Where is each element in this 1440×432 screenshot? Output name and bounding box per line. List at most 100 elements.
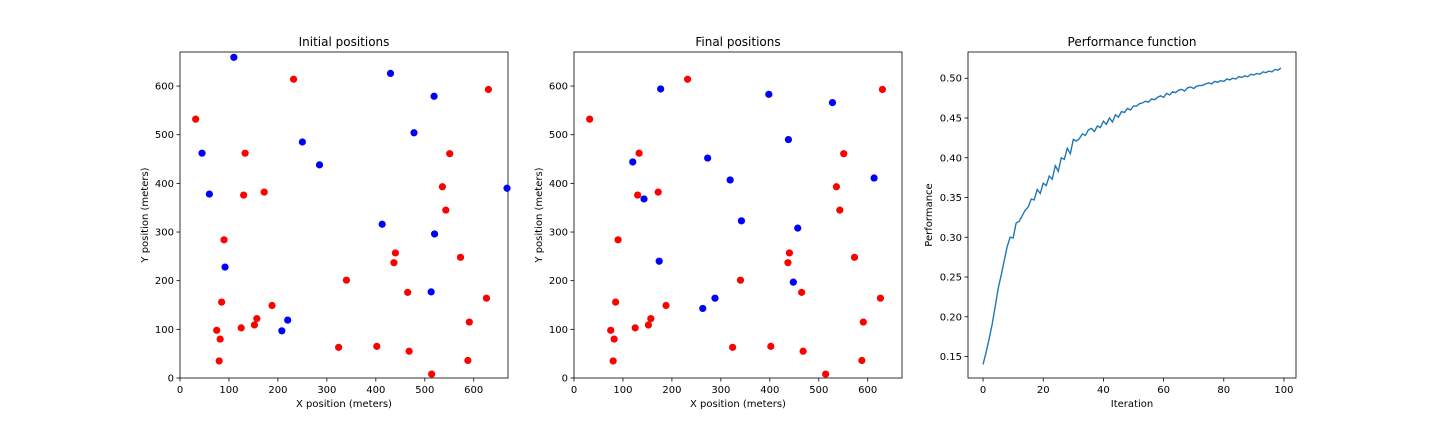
x-tick-label: 20 xyxy=(1037,385,1050,396)
chart-title: Final positions xyxy=(695,35,780,49)
scatter-point xyxy=(683,75,692,83)
scatter-point xyxy=(789,278,797,286)
scatter-point xyxy=(465,318,473,326)
axis-ticks: 0 100 200 300 400 500 600 0 100 200 300 400 500 600 xyxy=(549,82,877,396)
scatter-points xyxy=(586,75,887,378)
scatter-point xyxy=(640,195,648,203)
scatter-point xyxy=(410,129,418,137)
scatter-point xyxy=(298,138,306,146)
scatter-point xyxy=(765,90,773,98)
scatter-point xyxy=(405,347,413,355)
scatter-point xyxy=(315,161,324,169)
scatter-point xyxy=(284,316,292,324)
scatter-point xyxy=(607,326,615,334)
scatter-point xyxy=(657,85,665,93)
scatter-point xyxy=(662,301,670,310)
x-tick-label: 100 xyxy=(1274,385,1293,396)
scatter-points xyxy=(192,53,511,378)
scatter-point xyxy=(784,259,792,267)
x-tick-label: 0 xyxy=(177,385,183,396)
panel-final-positions: Final positions X position (meters) Y po… xyxy=(534,35,903,410)
scatter-point xyxy=(268,301,276,310)
scatter-point xyxy=(828,99,837,107)
y-axis-label: Performance xyxy=(924,183,935,246)
scatter-point xyxy=(784,135,793,144)
y-tick-label: 0 xyxy=(562,374,568,385)
scatter-point xyxy=(794,224,802,232)
scatter-point xyxy=(609,357,617,365)
x-tick-label: 300 xyxy=(317,385,336,396)
y-tick-label: 200 xyxy=(155,276,174,287)
x-tick-label: 300 xyxy=(711,385,730,396)
scatter-point xyxy=(654,188,662,196)
scatter-point xyxy=(737,217,746,225)
x-tick-label: 500 xyxy=(809,385,828,396)
y-tick-label: 100 xyxy=(155,325,174,336)
y-tick-label: 100 xyxy=(549,325,568,336)
x-axis-label: X position (meters) xyxy=(690,399,786,410)
scatter-point xyxy=(850,253,859,261)
y-tick-label: 0 xyxy=(168,374,174,385)
x-tick-label: 60 xyxy=(1157,385,1170,396)
x-axis-label: Iteration xyxy=(1111,399,1153,410)
y-tick-label: 0.15 xyxy=(940,352,962,363)
scatter-point xyxy=(859,318,867,326)
scatter-point xyxy=(634,191,642,199)
x-tick-label: 600 xyxy=(464,385,483,396)
x-tick-label: 0 xyxy=(980,385,986,396)
x-tick-label: 600 xyxy=(858,385,877,396)
scatter-point xyxy=(484,85,493,94)
y-axis-label: Y position (meters) xyxy=(534,167,545,263)
x-tick-label: 200 xyxy=(662,385,681,396)
x-tick-label: 40 xyxy=(1097,385,1110,396)
scatter-point xyxy=(216,335,224,343)
scatter-point xyxy=(785,249,794,257)
scatter-point xyxy=(442,206,450,214)
plot-frame xyxy=(179,51,509,379)
scatter-point xyxy=(213,326,221,334)
scatter-point xyxy=(832,183,841,191)
x-tick-label: 0 xyxy=(571,385,577,396)
scatter-point xyxy=(390,259,398,267)
x-axis-label: X position (meters) xyxy=(296,399,392,410)
y-tick-label: 0.25 xyxy=(940,273,962,284)
plot-frame xyxy=(967,51,1297,379)
scatter-point xyxy=(198,149,206,157)
scatter-point xyxy=(647,315,655,323)
scatter-point xyxy=(260,188,268,196)
scatter-point xyxy=(655,257,663,265)
scatter-point xyxy=(438,183,446,191)
scatter-point xyxy=(218,298,226,306)
scatter-point xyxy=(430,230,439,238)
x-tick-label: 100 xyxy=(219,385,238,396)
scatter-point xyxy=(240,191,248,199)
scatter-point xyxy=(342,276,351,284)
scatter-point xyxy=(840,150,848,158)
y-tick-label: 0.45 xyxy=(940,113,962,124)
y-tick-label: 0.50 xyxy=(940,74,962,85)
y-tick-label: 500 xyxy=(549,130,568,141)
scatter-point xyxy=(250,321,259,329)
scatter-point xyxy=(614,236,622,244)
scatter-point xyxy=(586,115,594,123)
scatter-point xyxy=(822,370,830,378)
scatter-point xyxy=(241,149,249,157)
scatter-point xyxy=(870,174,878,182)
y-tick-label: 400 xyxy=(549,179,568,190)
x-tick-label: 500 xyxy=(415,385,434,396)
x-tick-label: 200 xyxy=(268,385,287,396)
scatter-point xyxy=(612,298,620,306)
panel-performance-function: Performance function Iteration Performan… xyxy=(924,35,1297,410)
scatter-point xyxy=(878,85,887,94)
y-tick-label: 600 xyxy=(549,82,568,93)
series-line xyxy=(982,67,1282,365)
scatter-point xyxy=(391,249,400,257)
y-tick-label: 0.20 xyxy=(940,312,962,323)
chart-title: Initial positions xyxy=(299,35,390,49)
scatter-point xyxy=(876,294,885,302)
scatter-point xyxy=(289,75,298,83)
y-tick-label: 600 xyxy=(155,82,174,93)
scatter-point xyxy=(629,158,637,166)
scatter-point xyxy=(221,263,229,271)
x-tick-label: 400 xyxy=(760,385,779,396)
